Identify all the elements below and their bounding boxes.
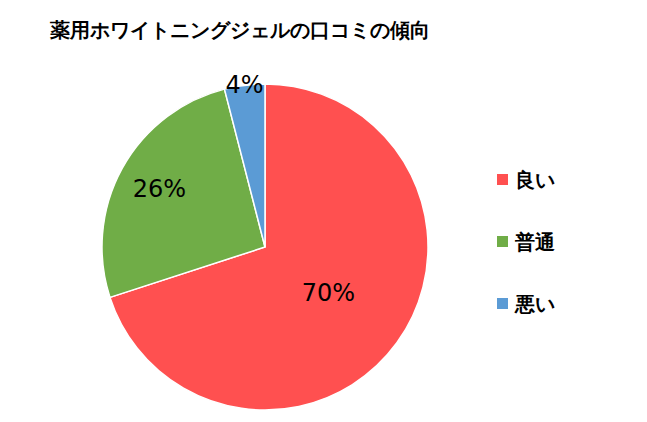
chart: 薬用ホワイトニングジェルの口コミの傾向 70% 26% 4% 良い普通悪い: [0, 0, 647, 422]
data-label: 4%: [226, 71, 264, 99]
legend-item: 悪い: [497, 292, 555, 316]
legend-swatch: [497, 298, 508, 309]
data-label: 26%: [133, 175, 186, 203]
legend-label: 普通: [514, 230, 555, 254]
data-labels: 70% 26% 4%: [133, 71, 355, 307]
legend: 良い普通悪い: [497, 168, 555, 316]
legend-item: 良い: [497, 168, 555, 192]
pie-slice: [224, 84, 265, 247]
legend-swatch: [497, 174, 508, 185]
legend-item: 普通: [497, 230, 555, 254]
legend-swatch: [497, 236, 508, 247]
legend-label: 良い: [515, 168, 555, 192]
data-label: 70%: [302, 279, 355, 307]
title: 薬用ホワイトニングジェルの口コミの傾向: [49, 18, 430, 42]
pie: [102, 84, 428, 410]
legend-label: 悪い: [514, 292, 555, 316]
